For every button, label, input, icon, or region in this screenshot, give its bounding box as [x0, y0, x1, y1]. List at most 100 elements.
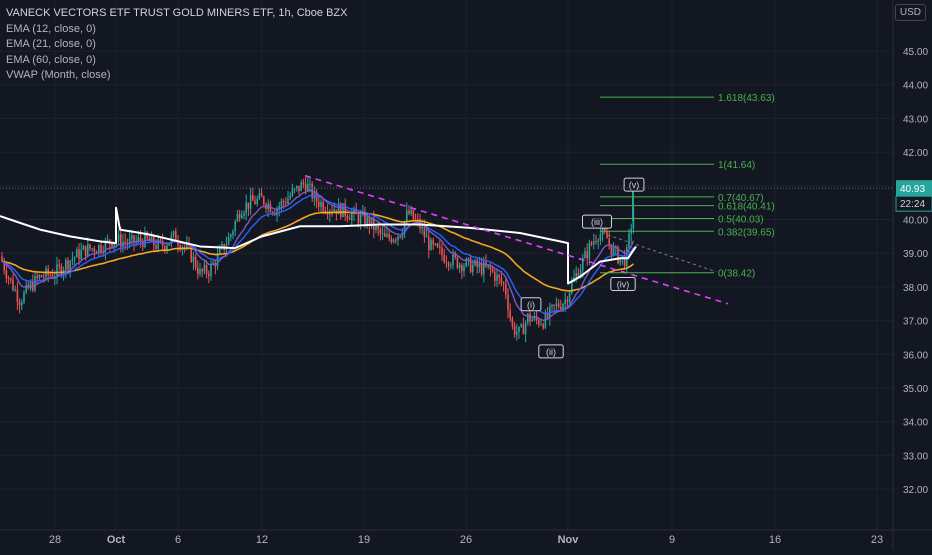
candle-body: [535, 316, 538, 320]
candle-body: [595, 241, 597, 243]
candle-body: [491, 269, 494, 272]
candle-body: [25, 284, 27, 293]
candle-body: [60, 265, 63, 275]
price-tag-bg: [896, 180, 932, 197]
fib-label: 0.5(40.03): [718, 214, 764, 225]
wave-label-box: [610, 277, 636, 292]
candle-body: [392, 239, 395, 243]
candle-body: [78, 249, 80, 260]
candle-body: [628, 233, 630, 248]
candle-body: [546, 313, 549, 318]
indicator-ema60[interactable]: EMA (60, close, 0): [6, 53, 96, 66]
candle-body: [199, 269, 201, 275]
candle-body: [87, 244, 89, 257]
fib-label: 0.7(40.67): [718, 193, 764, 204]
candle-body: [155, 245, 157, 249]
candle-body: [241, 215, 243, 219]
candle-body: [320, 201, 322, 207]
candle-body: [18, 301, 21, 306]
candle-body: [564, 299, 566, 305]
candle-body: [524, 322, 527, 335]
candle-body: [577, 273, 580, 278]
candle-body: [359, 214, 362, 224]
candle-body: [210, 264, 212, 277]
candle-body: [606, 231, 608, 239]
time-tick-label: Nov: [558, 534, 580, 546]
candle-body: [428, 236, 430, 251]
candle-body: [593, 241, 595, 245]
candle-body: [436, 243, 439, 248]
candle-body: [472, 264, 474, 273]
ema12-line: [1, 189, 635, 322]
indicator-vwap[interactable]: VWAP (Month, close): [6, 69, 111, 81]
candle-body: [43, 277, 45, 279]
candle-body: [511, 318, 514, 326]
candle-body: [304, 183, 307, 191]
candle-body: [318, 201, 320, 207]
candle-body: [137, 237, 140, 241]
candle-body: [496, 274, 498, 281]
candle-body: [379, 228, 382, 234]
currency-badge[interactable]: USD: [894, 4, 926, 21]
candle-body: [610, 244, 613, 255]
candle-body: [190, 245, 192, 262]
wave-label: (i): [527, 300, 535, 310]
candle-body: [159, 239, 162, 242]
candle-body: [124, 241, 126, 243]
candle-body: [10, 278, 12, 280]
candle-body: [307, 184, 309, 191]
candle-body: [67, 260, 69, 270]
candle-body: [16, 289, 19, 302]
candle-body: [183, 247, 186, 249]
indicator-ema12[interactable]: EMA (12, close, 0): [6, 22, 96, 35]
candle-body: [366, 217, 368, 226]
candle-body: [566, 299, 569, 303]
candle-body: [252, 194, 254, 201]
candle-body: [516, 331, 518, 335]
ema60-line: [1, 211, 634, 292]
candle-body: [21, 302, 23, 306]
candle-body: [447, 262, 450, 266]
candle-body: [599, 234, 602, 241]
price-tick-label: 42.00: [903, 148, 928, 159]
candle-body: [197, 267, 199, 275]
candle-body: [518, 326, 520, 332]
candle-body: [219, 248, 221, 254]
indicator-ema21[interactable]: EMA (21, close, 0): [6, 38, 96, 50]
time-tick-label: Oct: [107, 534, 126, 546]
candle-body: [76, 249, 78, 258]
price-tick-label: 35.00: [903, 384, 928, 395]
candle-body: [95, 251, 98, 253]
candle-body: [36, 276, 38, 279]
candle-body: [410, 210, 412, 214]
candle-body: [280, 201, 283, 207]
countdown-bg: [895, 195, 932, 212]
candle-body: [582, 258, 584, 270]
candle-body: [421, 226, 423, 229]
candle-body: [324, 211, 327, 213]
candle-body: [1, 256, 3, 262]
candle-body: [390, 238, 393, 243]
candle-body: [150, 235, 153, 242]
candle-body: [342, 203, 344, 218]
fib-label: 1.618(43.63): [718, 93, 775, 104]
candle-body: [5, 270, 8, 279]
candle-body: [450, 264, 452, 266]
candle-body: [381, 233, 384, 235]
candle-body: [425, 236, 428, 238]
price-tick-label: 32.00: [903, 485, 928, 496]
candle-body: [483, 262, 485, 275]
candle-body: [232, 231, 234, 235]
candle-body: [575, 273, 577, 278]
candle-body: [49, 275, 52, 277]
candle-body: [161, 241, 164, 246]
candle-body: [69, 260, 71, 270]
time-tick-label: 9: [669, 534, 675, 546]
candle-body: [377, 225, 379, 229]
candle-body: [509, 310, 511, 319]
symbol-title[interactable]: VANECK VECTORS ETF TRUST GOLD MINERS ETF…: [6, 7, 348, 19]
candle-body: [348, 218, 351, 220]
candle-body: [234, 221, 236, 232]
